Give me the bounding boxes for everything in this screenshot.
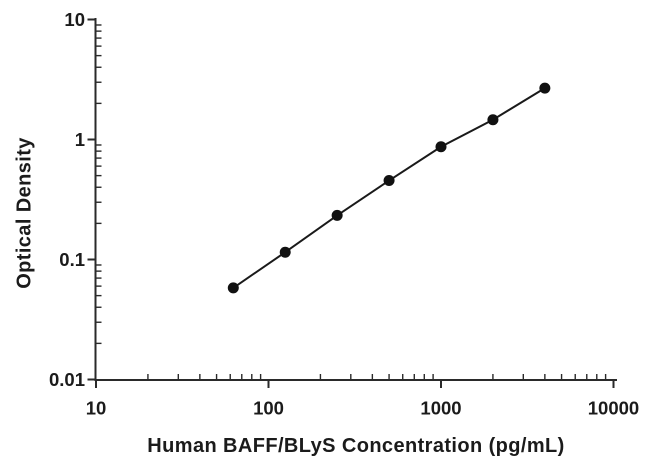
y-tick-label: 0.1 xyxy=(59,249,85,270)
data-point xyxy=(487,114,499,126)
x-axis-title: Human BAFF/BLyS Concentration (pg/mL) xyxy=(147,435,565,457)
x-tick-label: 1000 xyxy=(420,398,461,419)
x-tick-label: 10 xyxy=(86,398,107,419)
data-point xyxy=(279,246,291,258)
y-tick-label: 0.01 xyxy=(49,369,85,390)
data-point xyxy=(227,282,239,294)
data-point xyxy=(331,209,343,221)
y-axis-title: Optical Density xyxy=(13,137,36,289)
data-point xyxy=(383,175,395,187)
data-point xyxy=(435,141,447,153)
x-tick-label: 10000 xyxy=(588,398,639,419)
y-tick-label: 1 xyxy=(75,129,85,150)
data-point xyxy=(539,82,551,94)
y-tick-label: 10 xyxy=(64,9,85,30)
x-tick-label: 100 xyxy=(253,398,284,419)
